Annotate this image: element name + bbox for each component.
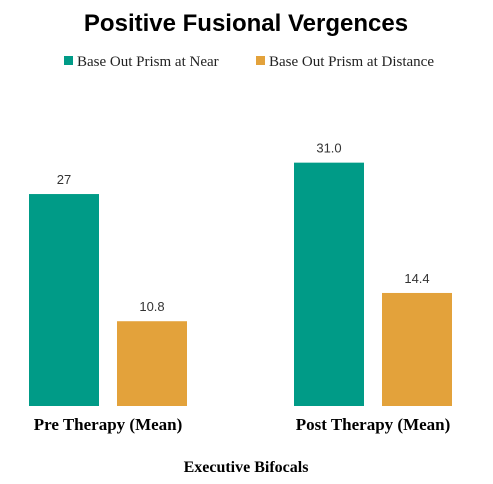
chart-title: Positive Fusional Vergences <box>84 10 408 37</box>
legend-label-distance: Base Out Prism at Distance <box>269 54 434 70</box>
category-label-pre-therapy: Pre Therapy (Mean) <box>34 415 183 434</box>
x-axis-title: Executive Bifocals <box>184 459 309 476</box>
bar-post-therapy-near <box>294 162 364 406</box>
bar-pre-therapy-near <box>29 194 99 406</box>
data-label-post-therapy-near: 31.0 <box>316 141 341 156</box>
legend-swatch-distance <box>256 56 265 65</box>
data-label-pre-therapy-near: 27 <box>57 172 71 187</box>
plot-area: 27 10.8 31.0 14.4 <box>29 141 452 406</box>
legend-swatch-near <box>64 56 73 65</box>
category-label-post-therapy: Post Therapy (Mean) <box>296 415 451 434</box>
data-label-pre-therapy-distance: 10.8 <box>139 299 164 314</box>
legend-label-near: Base Out Prism at Near <box>77 54 219 70</box>
bar-pre-therapy-distance <box>117 321 187 406</box>
bar-post-therapy-distance <box>382 292 452 406</box>
data-label-post-therapy-distance: 14.4 <box>404 271 429 286</box>
legend: Base Out Prism at Near Base Out Prism at… <box>64 54 434 70</box>
